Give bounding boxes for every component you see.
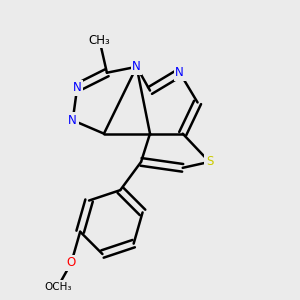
- Text: N: N: [73, 81, 82, 94]
- Text: N: N: [175, 66, 184, 79]
- Text: CH₃: CH₃: [88, 34, 110, 46]
- Text: OCH₃: OCH₃: [44, 282, 72, 292]
- Text: N: N: [68, 114, 77, 127]
- Text: S: S: [206, 155, 213, 168]
- Text: O: O: [67, 256, 76, 269]
- Text: N: N: [132, 60, 141, 73]
